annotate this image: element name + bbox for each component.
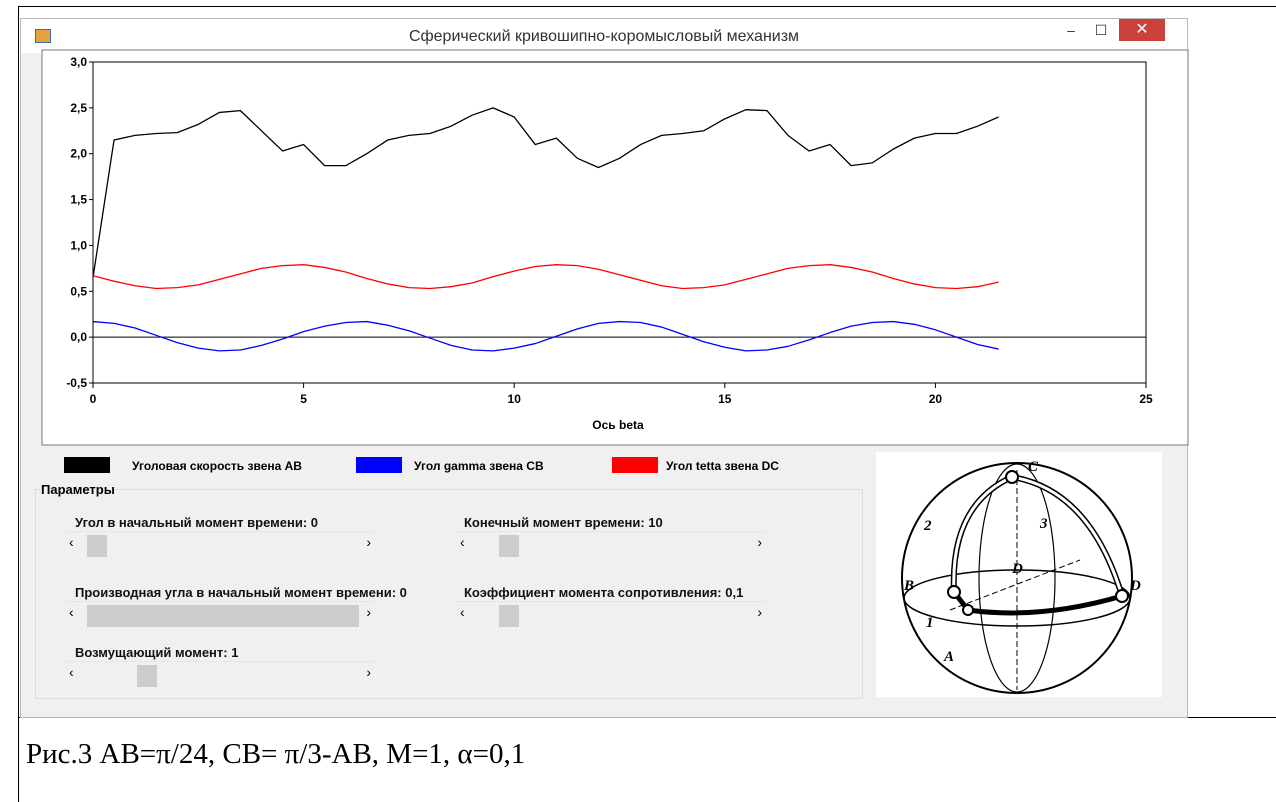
title-bar: Сферический кривошипно-коромысловый меха… [21,19,1187,53]
plot-area [92,61,1147,384]
x-axis-label: Ось beta [592,418,644,432]
document-frame [18,6,1276,802]
x-tick-label: 15 [718,392,732,406]
legend-swatch [64,457,110,473]
close-button[interactable]: ✕ [1119,19,1165,41]
slider[interactable]: ‹ › [456,601,766,627]
series-line [92,264,999,290]
legend-swatch [612,457,658,473]
slider-label: Производная угла в начальный момент врем… [75,585,407,600]
legend-label: Угол gamma звена CB [414,459,544,473]
y-tick-label: 3,0 [70,55,87,69]
x-tick-label: 20 [929,392,943,406]
app-icon [35,29,51,43]
parameters-group [35,489,863,699]
legend-swatch [356,457,402,473]
figure-label: 2 [923,518,932,534]
figure-label: 3 [1039,516,1048,532]
legend-label: Угол tetta звена DC [666,459,779,473]
slider-label: Коэффициент момента сопротивления: 0,1 [464,585,744,600]
x-tick-label: 10 [508,392,522,406]
y-tick-label: 0,5 [70,284,87,298]
y-tick-label: 1,5 [70,193,87,207]
slider-label: Возмущающий момент: 1 [75,645,239,660]
figure-label: C [1028,459,1039,475]
slider[interactable]: ‹ › [456,531,766,557]
slider[interactable]: ‹ › [65,531,375,557]
y-tick-label: 2,0 [70,147,87,161]
x-tick-label: 25 [1139,392,1153,406]
x-tick-label: 5 [300,392,307,406]
y-tick-label: 1,0 [70,238,87,252]
y-tick-label: -0,5 [66,376,87,390]
caption: Рис.3 AB=π/24, CB= π/3-AB, M=1, α=0,1 [26,738,526,770]
minimize-button[interactable]: – [1067,22,1075,38]
maximize-button[interactable]: ☐ [1094,22,1108,38]
figure-label: A [943,649,954,665]
figure-label: D [1129,578,1141,594]
slider[interactable]: ‹ › [65,661,375,687]
legend-label: Уголовая скорость звена AB [132,459,302,473]
window-title: Сферический кривошипно-коромысловый меха… [408,28,800,45]
chart-panel [41,49,1189,446]
figure-label: 1 [926,615,934,631]
slider[interactable]: ‹ › [65,601,375,627]
slider-label: Угол в начальный момент времени: 0 [75,515,319,530]
series-line [92,320,999,352]
y-tick-label: 2,5 [70,101,87,115]
y-tick-label: 0,0 [70,330,87,344]
series-line [92,107,999,278]
figure-label: B [903,578,914,594]
figure-label: D [1011,561,1023,577]
x-tick-label: 0 [90,392,97,406]
group-title: Параметры [41,482,115,497]
mechanism-figure: C 2 3 D B 1 A D [876,452,1162,697]
slider-label: Конечный момент времени: 10 [464,515,663,530]
